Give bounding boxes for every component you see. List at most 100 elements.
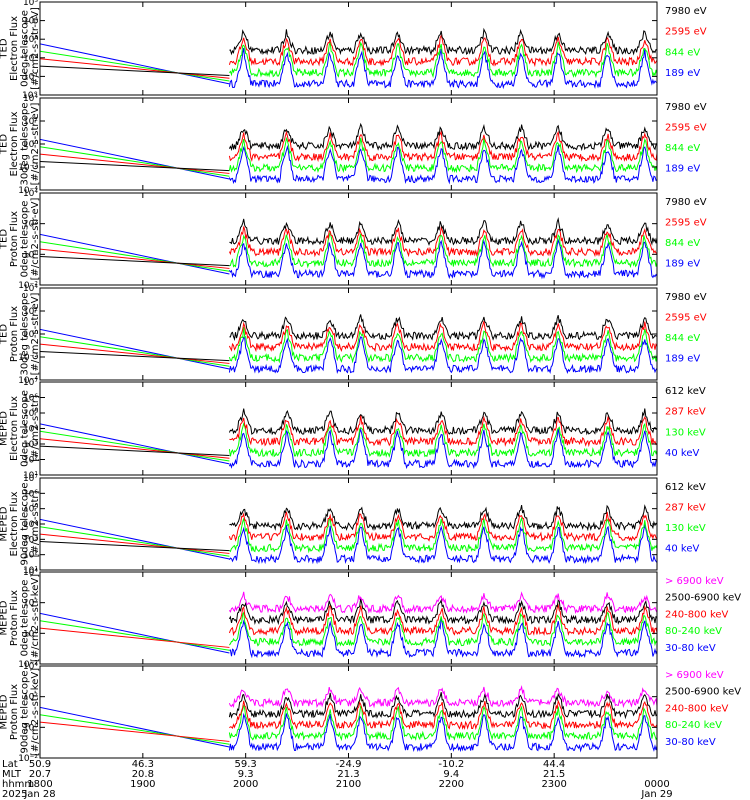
y-tick-label: 10³	[23, 35, 38, 45]
gap-line	[40, 58, 230, 79]
series-trace	[228, 47, 657, 90]
gap-line	[40, 153, 230, 174]
series-trace	[228, 591, 657, 615]
series-trace	[228, 238, 657, 280]
series-trace	[228, 422, 657, 458]
y-axis-label-line: Proton Flux	[9, 684, 20, 740]
y-tick-label: 10²	[23, 599, 38, 609]
y-axis-label-line: 0deg telescope	[20, 201, 31, 278]
y-axis-label-line: Electron Flux	[9, 396, 20, 461]
y-axis-label: TEDElectron Flux30deg telescope[#/cm2-s-…	[0, 102, 41, 185]
y-tick-label: 10³	[23, 440, 38, 450]
legend-entry: 287 keV	[665, 407, 706, 418]
panel-3-traces	[40, 217, 657, 280]
footer-value: 1900	[130, 779, 155, 790]
legend-entry: 844 eV	[665, 238, 700, 249]
footer-value: 9.3	[238, 769, 254, 780]
series-trace	[228, 122, 657, 152]
series-trace	[228, 712, 657, 753]
footer-value: 44.4	[543, 759, 565, 770]
y-axis-label: MEPEDElectron Flux0deg telescope[#/cm2-s…	[0, 390, 41, 467]
y-tick-label: 10⁵	[23, 409, 38, 419]
footer-value: 1800	[27, 779, 52, 790]
legend-entry: > 6900 keV	[665, 576, 724, 587]
footer-row-label: MLT	[2, 769, 22, 780]
panel-4-traces	[40, 314, 657, 375]
legend-entry: 2595 eV	[665, 217, 707, 228]
gap-line	[40, 445, 230, 456]
gap-line	[40, 620, 230, 651]
gap-line	[40, 533, 230, 554]
y-tick-label: 10⁵	[23, 505, 38, 515]
legend-entry: 189 eV	[665, 258, 700, 269]
gap-line	[40, 721, 230, 742]
series-trace	[228, 685, 657, 709]
gap-line	[40, 138, 230, 180]
legend-entry: 7980 eV	[665, 102, 707, 113]
footer-row-label: 2025	[2, 789, 27, 800]
legend-entry: 844 eV	[665, 47, 700, 58]
gap-line	[40, 343, 230, 364]
gap-line	[40, 43, 230, 85]
legend-entry: > 6900 keV	[665, 670, 724, 681]
series-trace	[228, 408, 657, 436]
y-tick-label: 10⁰	[23, 140, 38, 150]
series-trace	[229, 415, 657, 448]
y-tick-label: 10⁰	[23, 250, 38, 260]
series-trace	[228, 603, 657, 637]
y-axis-label-line: MEPED	[0, 411, 10, 446]
legend-entry: 7980 eV	[665, 292, 707, 303]
y-axis-label-line: 0deg telescope	[20, 390, 31, 467]
y-axis-label-line: Proton Flux	[9, 211, 20, 267]
y-tick-label: 10²	[23, 54, 38, 64]
legend-entry: 2500-6900 keV	[665, 593, 741, 604]
y-axis-label-line: [#/cm2-s-str-eV]	[30, 198, 41, 281]
y-axis-label-line: [#/cm2-s-str-keV]	[30, 668, 41, 756]
gap-line	[40, 423, 230, 465]
footer-value: -10.2	[438, 759, 464, 770]
y-axis-label-line: [#/cm2-s-str-keV]	[30, 574, 41, 662]
legend-entry: 612 keV	[665, 386, 706, 397]
panel-1-traces	[40, 27, 657, 90]
footer-value: 9.4	[443, 769, 459, 780]
y-axis-label-line: 30deg telescope	[20, 102, 31, 185]
legend-entry: 40 keV	[665, 543, 699, 554]
y-axis-label-line: MEPED	[0, 600, 10, 635]
legend-entry: 844 eV	[665, 333, 700, 344]
panel-2-traces	[40, 122, 657, 185]
y-tick-label: 10¹	[23, 566, 38, 576]
gap-line	[40, 65, 230, 76]
series-trace	[228, 598, 657, 626]
y-tick-label: 10⁻²	[18, 163, 38, 173]
y-axis-label-line: TED	[0, 324, 10, 345]
y-tick-label: 10⁴	[23, 17, 38, 27]
series-trace	[228, 144, 657, 185]
gap-line	[40, 146, 230, 177]
series-trace	[229, 217, 657, 246]
y-axis-label-line: TED	[0, 229, 10, 250]
y-axis-label-line: TED	[0, 38, 10, 59]
panel-7-traces	[40, 591, 657, 659]
legend-entry: 30-80 keV	[665, 643, 716, 654]
y-tick-label: 10⁴	[23, 425, 38, 435]
y-tick-label: 10²	[23, 693, 38, 703]
legend-entry: 7980 eV	[665, 197, 707, 208]
legend-entry: 130 keV	[665, 523, 706, 534]
legend-entry: 189 eV	[665, 353, 700, 364]
y-axis-label: MEPEDElectron Flux90deg telescope[#/cm2-…	[0, 482, 41, 565]
y-axis-label-line: MEPED	[0, 694, 10, 729]
legend-entry: 40 keV	[665, 448, 699, 459]
y-tick-label: 10⁴	[23, 568, 38, 578]
legend-entry: 2595 eV	[665, 27, 707, 38]
y-tick-label: 10²	[23, 220, 38, 230]
gap-line	[40, 233, 230, 275]
series-trace	[229, 617, 657, 659]
gap-line	[40, 255, 230, 267]
gap-line	[40, 160, 230, 172]
y-tick-label: 10⁴	[23, 284, 38, 294]
series-trace	[229, 41, 657, 79]
legend-entry: 287 keV	[665, 502, 706, 513]
